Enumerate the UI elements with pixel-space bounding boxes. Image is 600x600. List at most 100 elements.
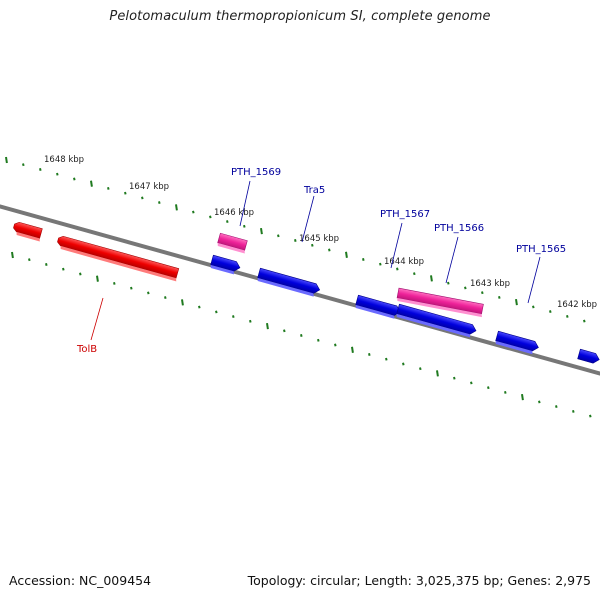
minor-tick <box>79 272 82 276</box>
minor-tick <box>538 400 541 404</box>
gene-feature-tra5[interactable] <box>257 267 321 297</box>
major-tick <box>521 393 524 401</box>
leader-line-tolb <box>90 297 104 341</box>
minor-tick <box>56 172 59 176</box>
major-tick <box>260 227 263 235</box>
minor-tick <box>158 201 161 205</box>
minor-tick <box>504 390 507 394</box>
minor-tick <box>28 258 31 262</box>
leader-line-pth-1569 <box>239 180 251 227</box>
minor-tick <box>379 262 382 266</box>
minor-tick <box>385 357 388 361</box>
scale-labels: 1648 kbp 1647 kbp 1646 kbp 1645 kbp 1644… <box>44 155 597 310</box>
gene-label-pth-1565[interactable]: PTH_1565 <box>516 244 566 255</box>
major-tick <box>266 322 269 330</box>
minor-tick <box>249 319 252 323</box>
minor-tick <box>464 286 467 290</box>
minor-tick <box>481 291 484 295</box>
leader-line-pth-1566 <box>445 236 459 284</box>
minor-tick <box>532 305 535 309</box>
scale-label: 1645 kbp <box>299 234 339 244</box>
map-title: Pelotomaculum thermopropionicum SI, comp… <box>109 9 491 24</box>
minor-tick <box>300 334 303 337</box>
gene-feature-pth-1567[interactable] <box>396 303 478 338</box>
major-tick <box>90 180 93 187</box>
minor-tick <box>396 267 399 271</box>
gene-labels: TolB PTH_1569 Tra5 PTH_1567 PTH_1566 PTH… <box>76 167 566 355</box>
minor-tick <box>45 263 48 266</box>
topology-summary: Topology: circular; Length: 3,025,375 bp… <box>247 573 591 588</box>
minor-tick <box>141 196 144 200</box>
gene-feature-pth-1566[interactable] <box>396 287 485 318</box>
minor-tick <box>498 295 501 299</box>
leader-line-pth-1565 <box>527 256 541 304</box>
major-tick <box>5 156 8 164</box>
major-tick <box>345 251 348 258</box>
minor-tick <box>277 234 280 238</box>
minor-tick <box>328 248 331 252</box>
minor-tick <box>487 386 490 390</box>
scale-label: 1644 kbp <box>384 257 424 267</box>
gene-label-tolb[interactable]: TolB <box>76 344 97 355</box>
major-tick <box>11 251 14 259</box>
minor-tick <box>243 224 246 228</box>
minor-tick <box>294 239 297 242</box>
scale-label: 1643 kbp <box>470 279 510 289</box>
scale-label: 1642 kbp <box>557 300 597 310</box>
minor-tick <box>73 177 76 181</box>
accession-text: Accession: NC_009454 <box>9 573 152 588</box>
minor-tick <box>419 367 422 371</box>
leader-line-pth-1567 <box>390 222 403 269</box>
minor-tick <box>209 215 212 219</box>
minor-tick <box>402 362 405 366</box>
minor-tick <box>226 220 229 224</box>
minor-tick <box>215 310 218 314</box>
minor-tick <box>447 281 450 285</box>
gene-feature-forward-edge[interactable] <box>577 348 600 364</box>
minor-tick <box>311 243 314 247</box>
gene-feature-pth-1569[interactable] <box>217 232 248 254</box>
scale-label: 1646 kbp <box>214 208 254 218</box>
gene-label-pth-1569[interactable]: PTH_1569 <box>231 167 281 178</box>
gene-feature-reverse-small[interactable] <box>12 221 43 242</box>
scale-ticks-inner <box>11 251 592 418</box>
major-tick <box>175 204 178 211</box>
minor-tick <box>413 272 416 276</box>
minor-tick <box>113 281 116 285</box>
minor-tick <box>283 329 286 333</box>
scale-label: 1648 kbp <box>44 155 84 165</box>
minor-tick <box>549 310 552 314</box>
minor-tick <box>583 319 586 323</box>
gene-feature-forward-a[interactable] <box>210 254 241 275</box>
scale-label: 1647 kbp <box>129 182 169 192</box>
minor-tick <box>62 267 65 271</box>
minor-tick <box>124 191 127 195</box>
gene-label-tra5[interactable]: Tra5 <box>303 185 325 196</box>
gene-feature-tolb[interactable] <box>56 235 180 282</box>
minor-tick <box>566 314 569 318</box>
major-tick <box>181 299 184 306</box>
major-tick <box>436 370 439 377</box>
minor-tick <box>198 305 201 309</box>
gene-label-pth-1566[interactable]: PTH_1566 <box>434 223 484 234</box>
minor-tick <box>589 414 592 418</box>
major-tick <box>96 275 99 282</box>
minor-tick <box>453 376 456 380</box>
gene-label-pth-1567[interactable]: PTH_1567 <box>380 209 430 220</box>
minor-tick <box>317 338 320 342</box>
minor-tick <box>555 405 558 409</box>
minor-tick <box>192 210 195 214</box>
minor-tick <box>470 381 473 385</box>
major-tick <box>351 346 354 353</box>
major-tick <box>430 275 433 282</box>
minor-tick <box>22 163 25 167</box>
minor-tick <box>572 409 575 413</box>
leader-line-tra5 <box>301 195 315 243</box>
minor-tick <box>362 258 365 261</box>
gene-feature-pth-1565[interactable] <box>495 330 540 355</box>
minor-tick <box>130 286 133 290</box>
minor-tick <box>368 353 371 356</box>
minor-tick <box>334 343 337 347</box>
minor-tick <box>39 168 42 171</box>
